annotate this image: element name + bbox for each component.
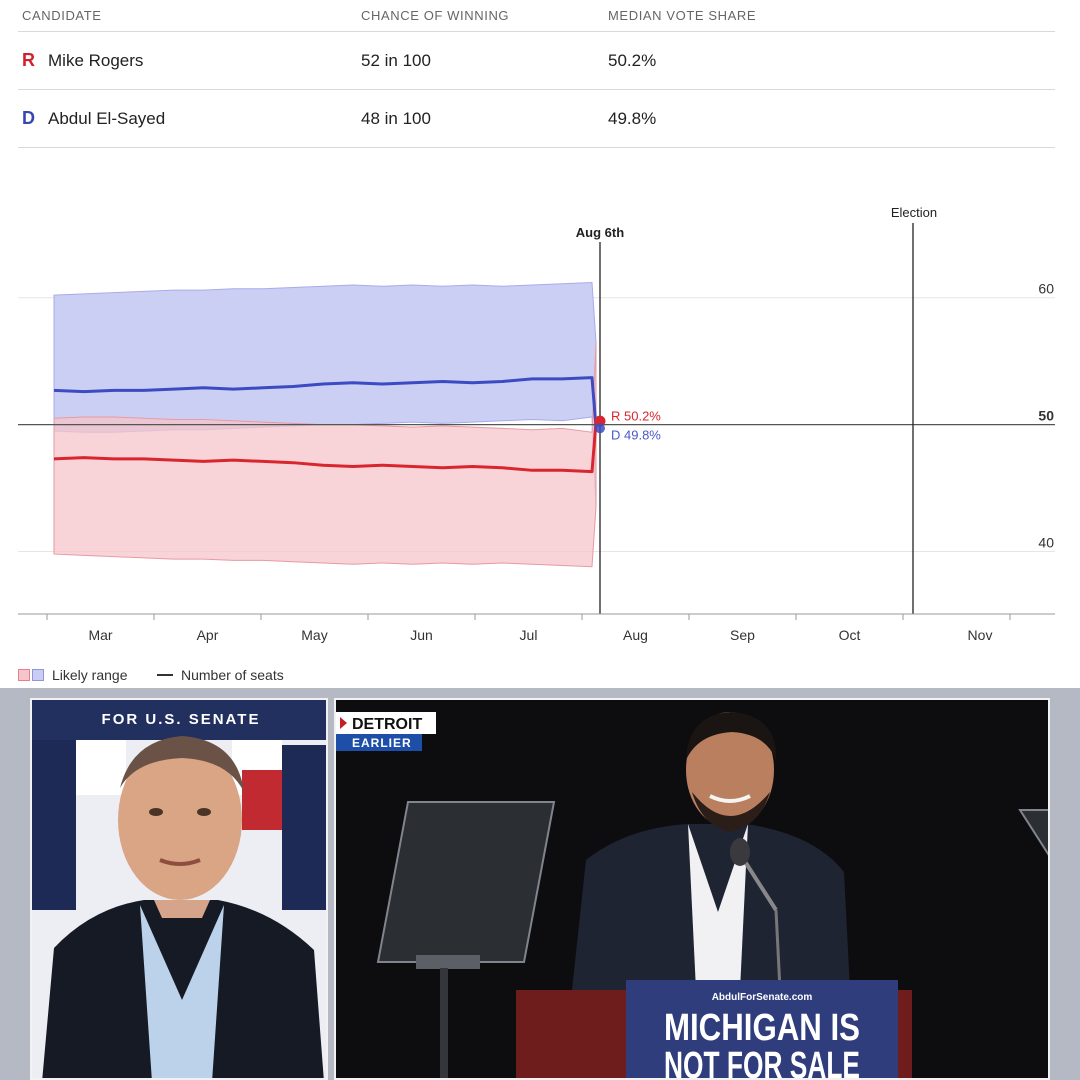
right-video-panel: AbdulForSenate.com MICHIGAN IS NOT FOR S… <box>334 698 1050 1080</box>
x-tick-label: Jun <box>410 627 433 643</box>
play-triangle-icon <box>340 717 347 729</box>
chance-of-winning: 52 in 100 <box>361 51 431 70</box>
median-vote-share: 50.2% <box>608 51 657 70</box>
x-tick-label: Oct <box>839 627 861 643</box>
podium-url: AbdulForSenate.com <box>712 992 813 1003</box>
legend-number-of-seats-label: Number of seats <box>181 667 284 683</box>
party-badge-r: R <box>22 50 35 70</box>
legend-swatch-d <box>32 669 44 681</box>
x-tick-label: Apr <box>197 627 219 643</box>
header-candidate: CANDIDATE <box>22 8 102 23</box>
series-line-d <box>53 376 598 428</box>
video-strip: FOR U.S. SENATE <box>0 688 1080 1080</box>
end-markers: R 50.2% D 49.8% <box>594 409 661 443</box>
interview-scene: FOR U.S. SENATE <box>32 700 326 1078</box>
likely-range-bands <box>53 281 597 568</box>
legend-swatch-r <box>18 669 30 681</box>
legend-number-of-seats: Number of seats <box>157 667 284 683</box>
y-tick-label: 60 <box>1038 281 1054 297</box>
end-label-r: R 50.2% <box>611 409 661 424</box>
podium-slogan-line2: NOT FOR SALE <box>664 1045 860 1080</box>
podium-slogan-line1: MICHIGAN IS <box>664 1007 860 1049</box>
x-axis-ticks: Mar Apr May Jun Jul Aug Sep Oct Nov <box>46 614 1011 643</box>
chance-of-winning: 48 in 100 <box>361 109 431 128</box>
candidate-name: Abdul El-Sayed <box>48 109 166 128</box>
y-axis-ticks: 60 50 40 <box>1038 281 1054 551</box>
party-badge-d: D <box>22 108 35 128</box>
x-tick-label: Aug <box>623 627 648 643</box>
x-tick-label: May <box>301 627 327 643</box>
table-row-rogers: R Mike Rogers 52 in 100 50.2% <box>18 32 1055 90</box>
median-vote-share: 49.8% <box>608 109 657 128</box>
header-chance-of-winning: CHANCE OF WINNING <box>361 8 510 23</box>
x-tick-label: Nov <box>968 627 993 643</box>
election-label: Election <box>891 205 937 220</box>
forecast-chart: Aug 6th Election 60 50 40 Mar Apr May Jun Jul A… <box>18 205 1055 643</box>
x-tick-label: Sep <box>730 627 755 643</box>
rally-scene: AbdulForSenate.com MICHIGAN IS NOT FOR S… <box>336 700 1048 1080</box>
x-tick-label: Jul <box>520 627 538 643</box>
time-tag: EARLIER <box>352 736 412 750</box>
candidate-name: Mike Rogers <box>48 51 144 70</box>
likely-range-band-r <box>53 342 597 568</box>
location-tag: DETROIT <box>352 716 422 733</box>
series-lines <box>53 376 598 474</box>
y-tick-label: 40 <box>1038 535 1054 551</box>
legend-line-swatch <box>157 674 173 676</box>
legend-likely-range: Likely range <box>18 667 128 683</box>
y-tick-label: 50 <box>1038 408 1054 424</box>
table-row-el-sayed: D Abdul El-Sayed 48 in 100 49.8% <box>18 90 1055 148</box>
series-line-r <box>53 421 598 474</box>
end-dot-d <box>595 423 605 434</box>
x-tick-label: Mar <box>88 627 112 643</box>
today-label: Aug 6th <box>576 225 624 240</box>
legend-likely-range-label: Likely range <box>52 667 128 683</box>
end-dot-r <box>594 415 606 427</box>
left-video-panel: FOR U.S. SENATE <box>30 698 328 1080</box>
forecast-table: CANDIDATE CHANCE OF WINNING MEDIAN VOTE … <box>18 0 1055 148</box>
table-header-row: CANDIDATE CHANCE OF WINNING MEDIAN VOTE … <box>18 0 1055 32</box>
header-median-vote-share: MEDIAN VOTE SHARE <box>608 8 757 23</box>
end-label-d: D 49.8% <box>611 428 661 443</box>
left-banner-text: FOR U.S. SENATE <box>102 711 261 728</box>
